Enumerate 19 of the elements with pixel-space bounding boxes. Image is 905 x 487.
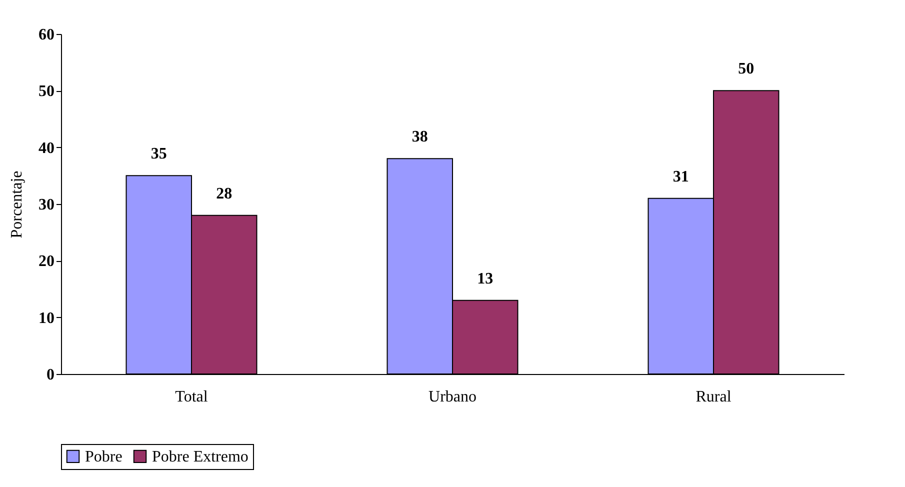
y-tick-label: 0: [46, 366, 54, 384]
data-label: 28: [216, 185, 232, 202]
y-axis-title: Porcentaje: [8, 170, 26, 238]
data-label: 13: [477, 270, 494, 288]
legend-label: Pobre: [85, 448, 122, 466]
x-tick-label: Total: [175, 388, 208, 406]
data-label: 50: [738, 60, 754, 78]
data-label: 31: [672, 168, 689, 186]
y-tick-label: 20: [38, 253, 54, 270]
y-tick-label: 10: [38, 310, 54, 327]
y-tick-label: 60: [38, 26, 54, 44]
data-label: 38: [412, 128, 428, 146]
legend-label: Pobre Extremo: [152, 448, 248, 466]
y-tick-label: 50: [38, 83, 54, 100]
x-tick-label: Urbano: [428, 388, 476, 406]
data-label: 35: [150, 146, 167, 163]
x-tick-label: Rural: [696, 388, 732, 406]
y-tick-label: 30: [38, 196, 54, 214]
y-tick-label: 40: [38, 140, 54, 157]
